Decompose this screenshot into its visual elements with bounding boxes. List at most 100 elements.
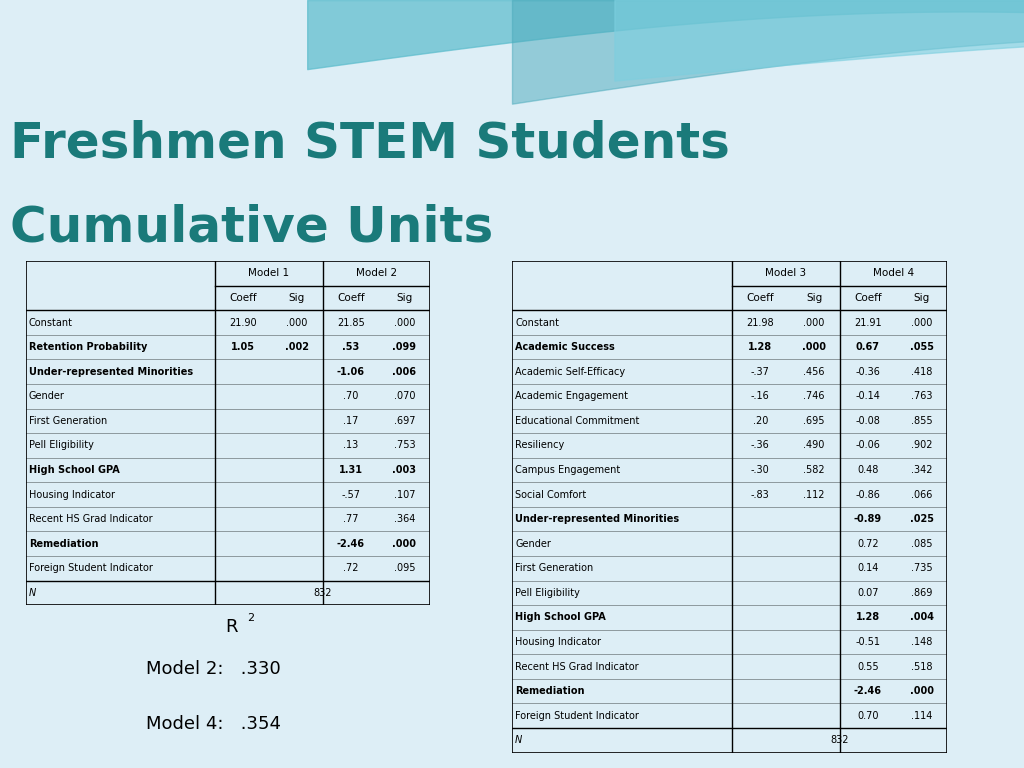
- Text: 1.31: 1.31: [339, 465, 362, 475]
- Text: 0.07: 0.07: [857, 588, 879, 598]
- Text: .72: .72: [343, 563, 358, 574]
- Text: .855: .855: [910, 415, 933, 426]
- Text: -0.14: -0.14: [855, 391, 881, 402]
- Text: 0.14: 0.14: [857, 563, 879, 574]
- Text: .070: .070: [394, 391, 415, 402]
- Text: .085: .085: [911, 538, 932, 549]
- Text: .582: .582: [803, 465, 825, 475]
- Text: -0.36: -0.36: [855, 366, 881, 377]
- Text: Under-represented Minorities: Under-represented Minorities: [29, 366, 193, 377]
- Text: N: N: [515, 735, 522, 746]
- Text: -.16: -.16: [751, 391, 770, 402]
- Text: .000: .000: [909, 686, 934, 697]
- Text: -0.51: -0.51: [855, 637, 881, 647]
- Text: .095: .095: [394, 563, 415, 574]
- Text: Academic Success: Academic Success: [515, 342, 614, 353]
- Text: .066: .066: [911, 489, 932, 500]
- Text: .763: .763: [911, 391, 932, 402]
- Text: .364: .364: [394, 514, 415, 525]
- Text: 1.05: 1.05: [231, 342, 255, 353]
- Text: .004: .004: [909, 612, 934, 623]
- Text: N: N: [29, 588, 36, 598]
- Text: Coeff: Coeff: [854, 293, 882, 303]
- Text: Model 1: Model 1: [248, 268, 290, 279]
- Text: .099: .099: [392, 342, 417, 353]
- Text: Model 4:   .354: Model 4: .354: [145, 715, 281, 733]
- Text: 0.72: 0.72: [857, 538, 879, 549]
- Text: .000: .000: [802, 342, 826, 353]
- Text: Foreign Student Indicator: Foreign Student Indicator: [29, 563, 153, 574]
- Text: .000: .000: [804, 317, 824, 328]
- Text: -0.06: -0.06: [855, 440, 881, 451]
- Text: Resiliency: Resiliency: [515, 440, 564, 451]
- Text: Campus Engagement: Campus Engagement: [515, 465, 621, 475]
- Text: 21.85: 21.85: [337, 317, 365, 328]
- Text: -2.46: -2.46: [854, 686, 882, 697]
- Text: Educational Commitment: Educational Commitment: [515, 415, 639, 426]
- Text: Constant: Constant: [515, 317, 559, 328]
- Text: .20: .20: [753, 415, 768, 426]
- Text: Housing Indicator: Housing Indicator: [29, 489, 115, 500]
- Text: 832: 832: [830, 735, 849, 746]
- Text: .70: .70: [343, 391, 358, 402]
- Text: 0.55: 0.55: [857, 661, 879, 672]
- Text: .107: .107: [394, 489, 415, 500]
- Text: Housing Indicator: Housing Indicator: [515, 637, 601, 647]
- Text: -.37: -.37: [751, 366, 770, 377]
- Text: .418: .418: [911, 366, 932, 377]
- Text: -0.86: -0.86: [855, 489, 881, 500]
- Text: -.36: -.36: [751, 440, 770, 451]
- Text: Pell Eligibility: Pell Eligibility: [515, 588, 580, 598]
- Text: .490: .490: [804, 440, 824, 451]
- Text: Cumulative Units: Cumulative Units: [10, 204, 494, 252]
- Text: Academic Self-Efficacy: Academic Self-Efficacy: [515, 366, 626, 377]
- Text: .77: .77: [343, 514, 358, 525]
- Text: .342: .342: [911, 465, 932, 475]
- Text: -0.08: -0.08: [855, 415, 881, 426]
- Text: Pell Eligibility: Pell Eligibility: [29, 440, 93, 451]
- Text: 0.48: 0.48: [857, 465, 879, 475]
- Text: 0.67: 0.67: [856, 342, 880, 353]
- Text: .002: .002: [285, 342, 309, 353]
- Text: .697: .697: [394, 415, 415, 426]
- Text: .753: .753: [393, 440, 416, 451]
- Text: Sig: Sig: [289, 293, 305, 303]
- Text: Sig: Sig: [913, 293, 930, 303]
- Text: -.57: -.57: [341, 489, 360, 500]
- Text: First Generation: First Generation: [515, 563, 593, 574]
- Text: .869: .869: [911, 588, 932, 598]
- Text: Sig: Sig: [806, 293, 822, 303]
- Text: Model 4: Model 4: [872, 268, 914, 279]
- Text: 2: 2: [247, 613, 254, 623]
- Text: Coeff: Coeff: [337, 293, 365, 303]
- Text: Social Comfort: Social Comfort: [515, 489, 587, 500]
- Text: .003: .003: [392, 465, 417, 475]
- Text: .148: .148: [911, 637, 932, 647]
- Text: Under-represented Minorities: Under-represented Minorities: [515, 514, 679, 525]
- Text: .735: .735: [910, 563, 933, 574]
- Text: -2.46: -2.46: [337, 538, 365, 549]
- Text: -.30: -.30: [751, 465, 770, 475]
- Text: .000: .000: [394, 317, 415, 328]
- Text: 21.91: 21.91: [854, 317, 882, 328]
- Text: -.83: -.83: [751, 489, 770, 500]
- Text: R: R: [225, 618, 238, 637]
- Text: Constant: Constant: [29, 317, 73, 328]
- Text: 832: 832: [313, 588, 332, 598]
- Text: 1.28: 1.28: [749, 342, 772, 353]
- Text: Recent HS Grad Indicator: Recent HS Grad Indicator: [515, 661, 639, 672]
- Text: .746: .746: [804, 391, 824, 402]
- Text: .000: .000: [392, 538, 417, 549]
- Text: -1.06: -1.06: [337, 366, 365, 377]
- Text: Gender: Gender: [515, 538, 551, 549]
- Text: 0.70: 0.70: [857, 710, 879, 721]
- Text: .112: .112: [804, 489, 824, 500]
- Text: Sig: Sig: [396, 293, 413, 303]
- Text: Foreign Student Indicator: Foreign Student Indicator: [515, 710, 639, 721]
- Text: .518: .518: [911, 661, 932, 672]
- Text: .055: .055: [909, 342, 934, 353]
- Text: .902: .902: [911, 440, 932, 451]
- Text: .000: .000: [287, 317, 307, 328]
- Text: 21.98: 21.98: [746, 317, 774, 328]
- Text: .695: .695: [804, 415, 824, 426]
